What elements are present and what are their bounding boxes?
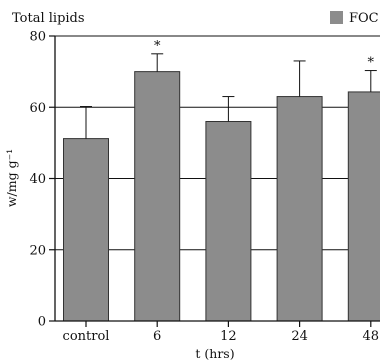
x-tick-label: 12 — [220, 329, 237, 344]
y-tick-label: 40 — [29, 172, 46, 187]
x-tick-label: control — [63, 329, 110, 344]
tick-labels: 0 20 40 60 80 control * 6 12 24 * 48 — [29, 30, 379, 345]
legend: FOC — [330, 11, 379, 26]
significance-marker: * — [154, 39, 161, 54]
axes — [49, 35, 380, 327]
significance-marker: * — [368, 56, 375, 71]
x-tick-label: 48 — [363, 329, 380, 344]
legend-swatch — [330, 11, 343, 24]
y-tick-label: 80 — [29, 30, 46, 45]
bar — [63, 138, 109, 322]
x-axis-label: t (hrs) — [195, 346, 234, 361]
y-tick-label: 0 — [38, 315, 46, 330]
bars — [63, 53, 380, 322]
bar — [276, 96, 323, 322]
chart-title: Total lipids — [12, 11, 85, 26]
x-tick-label: 24 — [291, 329, 308, 344]
y-axis-label: w/mg g⁻¹ — [4, 149, 19, 207]
x-tick-label: 6 — [153, 329, 161, 344]
bar — [205, 121, 252, 322]
y-tick-label: 60 — [29, 101, 46, 116]
bar — [134, 71, 181, 322]
y-tick-label: 20 — [29, 243, 46, 258]
legend-label: FOC — [349, 11, 379, 26]
bar — [347, 91, 380, 322]
